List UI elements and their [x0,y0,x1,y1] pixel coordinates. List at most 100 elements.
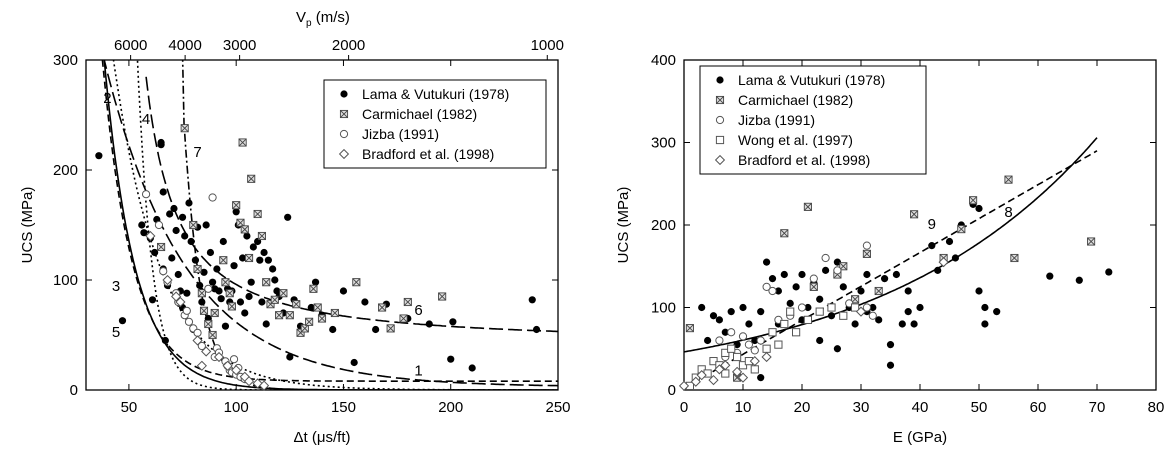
left-chart: 50 100 150 200 250 0 100 200 300 6000 4000 3000 2000… [19,9,571,446]
x-tick-label: 250 [545,399,570,416]
data-point [181,232,189,240]
data-point [945,237,954,246]
data-point [910,320,918,328]
data-point-cross [874,287,883,295]
data-point-cross [378,303,386,312]
data-point [197,341,206,351]
left-ticks: 50 100 150 200 250 0 100 200 300 6000 4000 3000 2000… [53,37,571,416]
data-point [904,308,912,316]
x-tick-label: 100 [224,399,249,416]
data-point-cross [957,225,966,234]
x-tick-label: 30 [853,399,870,416]
data-point-cross [733,373,742,382]
legend-label: Carmichael (1982) [738,92,853,108]
data-point [774,287,783,295]
data-point-cross [247,174,256,183]
data-point [690,376,701,387]
data-point [159,188,167,196]
data-point [1004,175,1013,184]
data-point [159,267,168,276]
data-point-cross [236,218,245,227]
data-point [804,303,812,312]
data-point-cross [352,278,361,287]
data-point-cross [189,221,198,229]
data-point-cross [1087,237,1096,246]
data-point [232,201,241,210]
data-point [245,292,253,301]
data-point-cross [403,298,412,306]
curve-6 [145,76,558,333]
right-points [678,175,1113,391]
data-point [249,243,257,251]
y-tick-label: 0 [668,382,676,399]
data-point-cross [318,314,326,323]
data-point [236,218,245,227]
curve-1 [103,60,558,387]
legend-label: Jizba (1991) [362,126,439,142]
data-point [768,286,777,296]
y-tick-label: 300 [651,135,676,152]
right-x-axis-label: E (GPa) [893,429,947,446]
curve-label: 8 [1004,204,1012,221]
data-point [352,278,361,287]
data-point-cross [780,229,789,238]
data-point [468,364,476,372]
data-point [809,282,818,291]
data-point [910,210,919,219]
data-point-cross [193,265,202,273]
data-point [1087,237,1096,246]
data-point [239,254,247,262]
data-point [361,298,369,306]
data-point [284,213,292,221]
data-point-cross [219,256,228,265]
legend-label: Carmichael (1982) [362,106,477,122]
right-legend: Lama & Vutukuri (1978) Carmichael (1982) J… [699,65,927,175]
left-y-axis-label: UCS (MPa) [19,187,36,264]
data-point [709,357,718,366]
data-point-cross [157,243,166,251]
legend-label: Wong et al. (1997) [738,132,853,148]
data-point [192,335,203,346]
data-point [803,315,812,324]
data-point [737,372,749,383]
left-curves [101,60,558,390]
data-point [262,320,270,328]
data-point [198,298,206,306]
data-point [678,380,690,391]
data-point [721,328,729,336]
data-point-cross [245,254,253,262]
data-point [875,316,883,324]
data-point-cross [253,210,262,218]
data-point [768,275,777,283]
x-tick-label: 50 [121,399,138,416]
right-ticks: 0 10 20 30 40 50 60 70 80 0 100 200 300 400 [651,52,1164,416]
data-point [305,317,314,326]
data-point [243,232,251,240]
data-point [217,295,225,303]
data-point [225,289,234,298]
legend-marker [339,129,349,139]
data-point-cross [262,278,271,287]
data-point [286,353,294,361]
data-point [733,341,741,349]
data-point [809,274,818,283]
data-point-cross [221,278,230,287]
data-point [898,320,906,328]
data-point [258,298,266,306]
data-point [140,229,148,237]
x-tick-label: 0 [680,399,688,416]
y-tick-label: 300 [53,52,78,69]
legend-marker [716,76,724,84]
data-point [738,332,748,341]
data-point [273,287,281,295]
data-point [720,360,731,371]
legend-marker [340,90,348,98]
right-curves [684,137,1098,389]
data-point [438,292,447,301]
curve-3 [112,60,558,390]
data-point [157,141,165,149]
data-point [378,303,387,312]
data-point [253,209,262,219]
legend-box [323,79,547,169]
data-point [151,248,159,257]
